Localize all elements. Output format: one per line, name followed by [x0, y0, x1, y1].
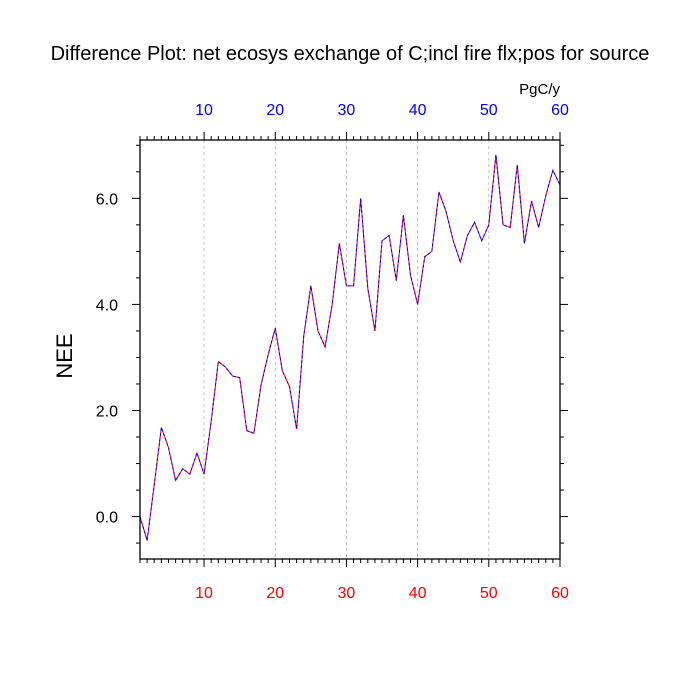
x-tick-label-top: 30	[338, 102, 356, 119]
series-line-overlay	[139, 154, 561, 541]
x-tick-label-bottom: 20	[266, 585, 284, 602]
data-series	[139, 154, 561, 541]
x-tick-label-top: 10	[195, 102, 213, 119]
x-tick-label-bottom: 30	[338, 585, 356, 602]
x-tick-label-bottom: 40	[409, 585, 427, 602]
x-tick-label-bottom: 50	[480, 585, 498, 602]
x-tick-label-bottom: 10	[195, 585, 213, 602]
tick-labels: 10 10 20 20 30 30 40 40 50 50 60 60 0.0 2.0 4.0 6.0	[96, 102, 569, 602]
x-tick-label-top: 20	[266, 102, 284, 119]
axis-ticks	[132, 132, 568, 567]
x-tick-label-top: 60	[551, 102, 569, 119]
y-tick-label: 0.0	[96, 510, 118, 527]
y-axis-label: NEE	[52, 333, 77, 378]
chart-title: Difference Plot: net ecosys exchange of …	[51, 43, 650, 65]
y-tick-label: 4.0	[96, 297, 118, 314]
x-tick-label-top: 40	[409, 102, 427, 119]
x-tick-label-bottom: 60	[551, 585, 569, 602]
units-label: PgC/y	[519, 81, 560, 98]
y-tick-label: 2.0	[96, 403, 118, 420]
plot-frame	[139, 139, 561, 560]
y-tick-label: 6.0	[96, 191, 118, 208]
grid-lines	[203, 140, 490, 559]
x-tick-label-top: 50	[480, 102, 498, 119]
series-line	[139, 154, 561, 541]
